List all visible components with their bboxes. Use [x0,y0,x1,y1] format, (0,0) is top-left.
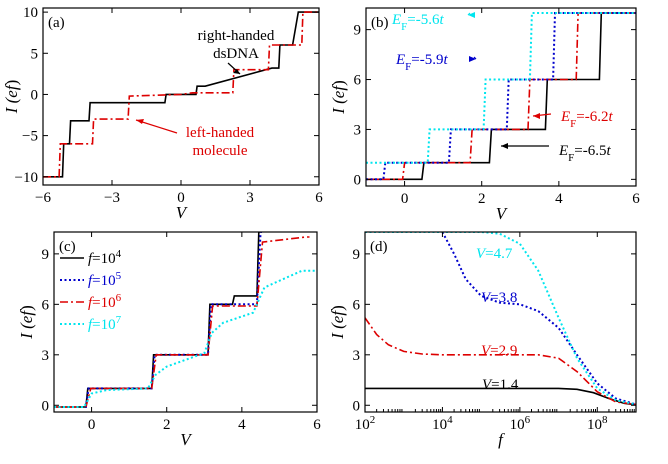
legend-item: f=107 [88,314,122,333]
arrow-head [468,12,475,18]
y-tick-label: −10 [15,170,38,186]
y-tick-label: 3 [42,348,50,364]
panel-label: (d) [370,239,388,255]
legend-item: f=106 [88,292,122,311]
label-ef-0: EF=-5.6t [391,12,445,33]
x-tick-label: 102 [355,414,376,433]
x-tick-label: −6 [35,190,51,206]
x-tick-label: 106 [510,414,531,433]
y-axis-label: I (ef) [17,305,36,340]
x-tick-label: 6 [313,417,321,433]
x-tick-label: 0 [88,417,96,433]
series-left-handed-molecule [43,11,319,178]
panel-label: (b) [371,15,389,31]
x-axis-label: V [176,203,189,222]
series-e-f-5-6t [366,12,636,164]
label-v-0: V=4.7 [476,246,513,262]
y-axis-label: I (ef) [2,80,21,115]
series-f-10-5 [54,232,263,408]
x-tick-label: 2 [478,191,486,207]
x-axis-label: V [496,204,509,223]
y-tick-label: 9 [353,247,361,263]
plot-frame [42,7,320,186]
arrow-left-handed [135,119,178,134]
arrow-ef [467,12,471,16]
arrow-ef [473,56,477,60]
y-tick-label: 0 [353,398,361,414]
arrow-head [533,113,540,119]
arrow-head [136,119,144,124]
label-ef-3: EF=-6.5t [558,143,612,164]
y-tick-label: 0 [31,87,39,103]
annotation-left-handed: left-handed [186,125,255,141]
plot-frame [53,231,318,413]
arrow-head [501,143,508,149]
panel-label: (c) [59,239,76,255]
legend-item: f=104 [88,248,122,267]
x-tick-label: 104 [432,414,453,433]
label-v-3: V=1.4 [482,377,519,393]
series-v-2-9 [365,317,636,406]
panel-c: 0 2 4 6 0 3 6 9 V I (ef) (c) f=104 f=105 f=106 f=107 [17,231,321,449]
y-tick-label: 10 [23,5,38,21]
label-ef-2: EF=-6.2t [560,109,614,130]
y-tick-label: 3 [354,122,362,138]
y-tick-label: −5 [22,129,38,145]
y-tick-label: 0 [354,172,362,188]
arrow-head [469,56,476,62]
y-tick-label: 9 [354,23,362,39]
x-axis-label: V [180,430,193,449]
panel-label: (a) [48,15,65,31]
annotation-right-handed: right-handed [198,28,275,44]
annotation-molecule: molecule [193,143,248,159]
y-tick-label: 6 [42,297,50,313]
series-v-3-8 [441,232,636,406]
label-v-2: V=2.9 [481,343,517,359]
panel-a: −6 −3 0 3 6 −10 −5 0 5 10 V I (ef) (a) right-handed ds… [2,5,323,222]
plot-frame [365,7,637,187]
x-tick-label: 6 [315,190,323,206]
label-ef-1: EF=-5.9t [395,52,449,73]
series-f-10-4 [54,232,261,408]
x-tick-label: 4 [555,191,563,207]
x-tick-label: 0 [401,191,409,207]
label-v-1: V=3.8 [481,290,517,306]
x-tick-label: 2 [163,417,171,433]
x-tick-label: 0 [177,190,185,206]
y-tick-label: 3 [353,348,361,364]
y-tick-label: 9 [42,247,50,263]
legend-item: f=105 [88,270,122,289]
annotation-dsdna: dsDNA [213,46,259,62]
x-axis-label: f [498,430,505,449]
y-tick-label: 6 [353,297,361,313]
series-f-10-7 [54,269,317,408]
x-tick-label: 3 [246,190,254,206]
x-tick-label: 6 [632,191,640,207]
x-tick-label: 108 [587,414,608,433]
y-axis-label: I (ef) [329,80,348,115]
plot-frame [364,231,637,413]
panel-b: 0 2 4 6 0 3 6 9 V I (ef) (b) EF=-5.6t EF=-5.9t EF=-6.… [329,7,640,223]
panel-d: 102 104 106 108 0 3 6 9 f I (ef) (d) V=4.7 V=3.8 V=2.… [328,231,637,449]
x-tick-label: 4 [238,417,246,433]
y-tick-label: 6 [354,73,362,89]
y-tick-label: 0 [42,398,50,414]
arrow-head [233,69,240,74]
series-f-10-6 [54,236,310,408]
y-tick-label: 5 [31,46,39,62]
x-tick-label: −3 [104,190,120,206]
y-axis-label: I (ef) [328,305,347,340]
